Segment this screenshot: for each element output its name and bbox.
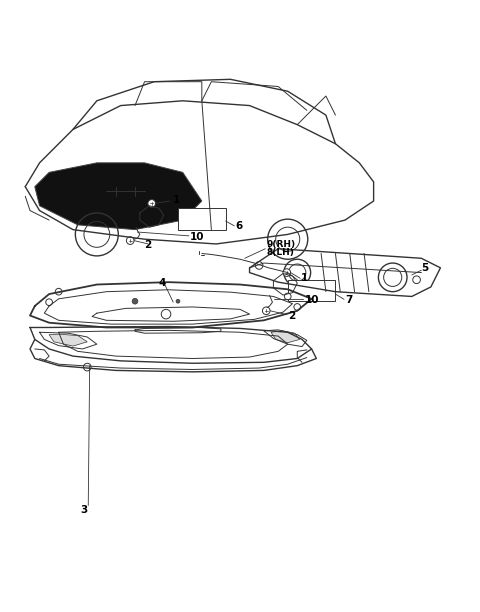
- Circle shape: [413, 276, 420, 283]
- Text: 6: 6: [235, 221, 242, 231]
- Circle shape: [148, 200, 156, 207]
- Text: 2: 2: [288, 310, 295, 321]
- Circle shape: [126, 237, 134, 244]
- Circle shape: [132, 299, 138, 304]
- Text: 3: 3: [80, 506, 87, 515]
- Text: 1: 1: [301, 274, 308, 283]
- Polygon shape: [49, 334, 87, 346]
- Text: 8(LH): 8(LH): [266, 248, 294, 257]
- Circle shape: [161, 309, 171, 319]
- Polygon shape: [271, 331, 300, 343]
- Text: 2: 2: [144, 240, 152, 250]
- Circle shape: [55, 288, 62, 295]
- Text: 5: 5: [421, 263, 429, 273]
- Circle shape: [263, 307, 270, 315]
- Circle shape: [176, 299, 180, 303]
- Circle shape: [46, 299, 52, 305]
- Text: 1: 1: [173, 195, 180, 205]
- Polygon shape: [35, 163, 202, 230]
- Text: 7: 7: [345, 295, 352, 305]
- Circle shape: [84, 364, 91, 371]
- Text: 4: 4: [159, 278, 166, 288]
- Circle shape: [284, 293, 291, 300]
- Text: 10: 10: [304, 295, 319, 305]
- Bar: [288, 280, 336, 301]
- Circle shape: [294, 304, 300, 310]
- Bar: [178, 208, 226, 230]
- Text: 10: 10: [190, 232, 204, 242]
- Circle shape: [283, 269, 290, 277]
- Circle shape: [255, 261, 263, 269]
- Text: 9(RH): 9(RH): [266, 241, 295, 250]
